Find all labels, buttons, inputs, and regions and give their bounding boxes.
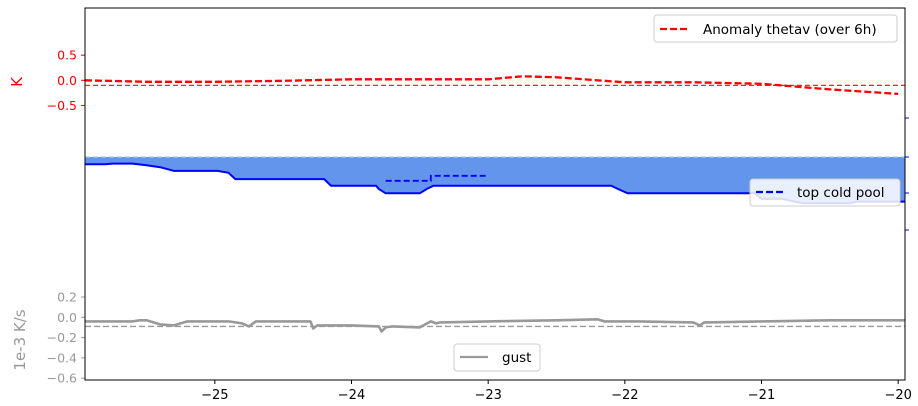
anomaly-legend: Anomaly thetav (over 6h): [653, 14, 898, 43]
gust-y-ticks: 0.2 0.0 −0.2 −0.4 −0.6: [47, 290, 85, 386]
axes-frame: [84, 7, 906, 381]
gust-axis: 0.2 0.0 −0.2 −0.4 −0.6 1e-3 K/s: [11, 290, 85, 386]
gust-y-tick-label: −0.6: [47, 371, 77, 386]
x-tick-label: −25: [201, 388, 228, 403]
cold-pool-fill: [85, 157, 905, 204]
anomaly-y-tick-label: 0.5: [57, 48, 77, 63]
x-axis-ticks: −25 −24 −23 −22 −21 −20: [201, 380, 912, 403]
gust-legend: gust: [453, 343, 541, 372]
plot-area: [84, 75, 905, 333]
anomaly-axis: 0.5 0.0 −0.5 K: [8, 48, 85, 113]
gust-line: [85, 318, 905, 333]
x-tick-label: −20: [884, 388, 911, 403]
gust-y-tick-label: −0.4: [47, 350, 77, 365]
anomaly-y-tick-label: 0.0: [57, 73, 77, 88]
cold-pool-right-ticks: [905, 117, 909, 231]
anomaly-legend-box: [653, 14, 898, 43]
gust-y-tick-label: 0.2: [57, 290, 77, 305]
cold-pool-legend-box: [749, 178, 901, 207]
anomaly-thetav-line: [84, 75, 899, 96]
gust-legend-label: gust: [502, 350, 531, 366]
gust-legend-box: [453, 343, 541, 372]
top-cold-pool-line: [385, 174, 489, 182]
x-tick-label: −22: [611, 388, 638, 403]
cold-pool-legend-label: top cold pool: [797, 185, 885, 201]
anomaly-legend-label: Anomaly thetav (over 6h): [703, 22, 877, 38]
gust-y-axis-label: 1e-3 K/s: [11, 309, 29, 370]
x-tick-label: −21: [748, 388, 775, 403]
anomaly-y-axis-label: K: [8, 76, 26, 87]
anomaly-y-ticks: 0.5 0.0 −0.5: [47, 48, 85, 113]
gust-y-tick-label: 0.0: [57, 310, 77, 325]
gust-y-tick-label: −0.2: [47, 330, 77, 345]
anomaly-y-tick-label: −0.5: [47, 98, 77, 113]
cold-pool-legend: top cold pool: [749, 178, 901, 207]
x-tick-label: −24: [338, 388, 365, 403]
right-tick-1: [905, 117, 909, 231]
x-tick-label: −23: [474, 388, 501, 403]
